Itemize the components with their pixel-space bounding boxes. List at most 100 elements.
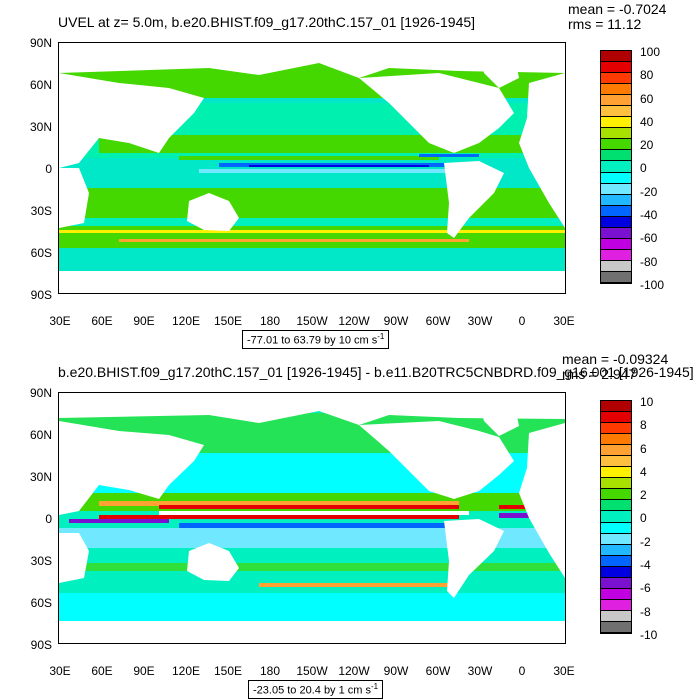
y-label: 0 [45, 512, 52, 526]
y-label: 90N [29, 386, 52, 400]
colorbar-label: -60 [640, 231, 658, 245]
x-label: 30E [553, 664, 575, 678]
x-label: 180 [259, 664, 281, 678]
colorbar-swatch [601, 588, 631, 600]
x-label: 120E [171, 314, 201, 328]
x-label: 0 [518, 664, 526, 678]
x-label: 30E [49, 314, 71, 328]
contour-range: -77.01 to 63.79 by 10 cm s-1 [242, 330, 390, 349]
x-label: 30W [467, 664, 493, 678]
x-label: 0 [518, 314, 526, 328]
colorbar-swatch [601, 128, 631, 140]
map-field [59, 393, 565, 643]
colorbar-swatch [601, 227, 631, 239]
colorbar-label: 80 [640, 68, 654, 82]
colorbar-swatch [601, 599, 631, 611]
colorbar-swatch [601, 500, 631, 512]
colorbar-label: 8 [640, 418, 647, 432]
y-label: 30N [29, 120, 52, 134]
land-mask [59, 393, 565, 643]
colorbar-swatch [601, 577, 631, 589]
colorbar-swatch [601, 238, 631, 250]
colorbar-swatch [601, 544, 631, 556]
mean-stat: mean = -0.7024 [568, 1, 667, 17]
colorbar [600, 400, 632, 634]
colorbar-label: 40 [640, 115, 654, 129]
map-plot [58, 42, 566, 294]
colorbar-label: -4 [640, 558, 651, 572]
panel-title: b.e20.BHIST.f09_g17.20thC.157_01 [1926-1… [58, 364, 694, 380]
y-label: 90N [29, 36, 52, 50]
x-label: 150E [213, 314, 243, 328]
colorbar-label: -2 [640, 535, 651, 549]
x-label: 90W [383, 314, 409, 328]
colorbar-swatch [601, 412, 631, 424]
colorbar-swatch [601, 260, 631, 272]
colorbar-label: 20 [640, 138, 654, 152]
colorbar-label: -100 [640, 278, 665, 292]
colorbar-swatch [601, 610, 631, 622]
colorbar-swatch [601, 205, 631, 217]
colorbar-swatch [601, 172, 631, 184]
y-label: 90S [30, 288, 52, 302]
contour-range-exponent: -1 [371, 682, 379, 691]
colorbar-swatch [601, 150, 631, 162]
y-label: 60S [30, 596, 52, 610]
x-label: 60W [425, 664, 451, 678]
map-field [59, 43, 565, 293]
colorbar-label: 4 [640, 465, 647, 479]
x-label: 60E [91, 664, 113, 678]
colorbar-swatch [601, 555, 631, 567]
colorbar-swatch [601, 106, 631, 118]
y-label: 90S [30, 638, 52, 652]
colorbar-swatch [601, 456, 631, 468]
contour-range-text: -77.01 to 63.79 by 10 cm s [247, 334, 378, 347]
colorbar-swatch [601, 73, 631, 85]
x-label: 150W [296, 314, 328, 328]
colorbar-label: 0 [640, 161, 647, 175]
x-label: 60E [91, 314, 113, 328]
x-label: 30W [467, 314, 493, 328]
colorbar-swatch [601, 621, 631, 633]
colorbar-label: -8 [640, 605, 651, 619]
y-label: 30S [30, 204, 52, 218]
colorbar-swatch [601, 533, 631, 545]
x-label: 90W [383, 664, 409, 678]
contour-range: -23.05 to 20.4 by 1 cm s-1 [248, 680, 384, 699]
x-label: 90E [133, 314, 155, 328]
x-label: 150W [296, 664, 328, 678]
x-label: 120W [338, 314, 370, 328]
colorbar-swatch [601, 95, 631, 107]
panel-bottom: b.e20.BHIST.f09_g17.20thC.157_01 [1926-1… [0, 350, 700, 700]
x-label: 120W [338, 664, 370, 678]
x-label: 60W [425, 314, 451, 328]
colorbar-label: -10 [640, 628, 658, 642]
colorbar-label: 60 [640, 92, 654, 106]
colorbar-swatch [601, 423, 631, 435]
colorbar-swatch [601, 216, 631, 228]
map-plot [58, 392, 566, 644]
colorbar-label: 100 [640, 45, 661, 59]
land-mask [59, 43, 565, 293]
colorbar-swatch [601, 489, 631, 501]
contour-range-text: -23.05 to 20.4 by 1 cm s [253, 684, 372, 697]
colorbar-swatch [601, 194, 631, 206]
rms-stat: rms = 2.947 [562, 366, 637, 382]
colorbar-swatch [601, 445, 631, 457]
rms-stat: rms = 11.12 [568, 16, 642, 32]
colorbar-swatch [601, 84, 631, 96]
colorbar-swatch [601, 467, 631, 479]
colorbar-label: 6 [640, 442, 647, 456]
colorbar-swatch [601, 139, 631, 151]
panel-top: UVEL at z= 5.0m, b.e20.BHIST.f09_g17.20t… [29, 1, 667, 349]
colorbar-label: 0 [640, 511, 647, 525]
y-label: 30N [29, 470, 52, 484]
colorbar-swatch [601, 522, 631, 534]
y-label: 60N [29, 428, 52, 442]
colorbar [600, 50, 632, 284]
colorbar-label: -40 [640, 208, 658, 222]
colorbar-swatch [601, 117, 631, 129]
colorbar-swatch [601, 51, 631, 63]
colorbar-label: -20 [640, 185, 658, 199]
colorbar-swatch [601, 183, 631, 195]
